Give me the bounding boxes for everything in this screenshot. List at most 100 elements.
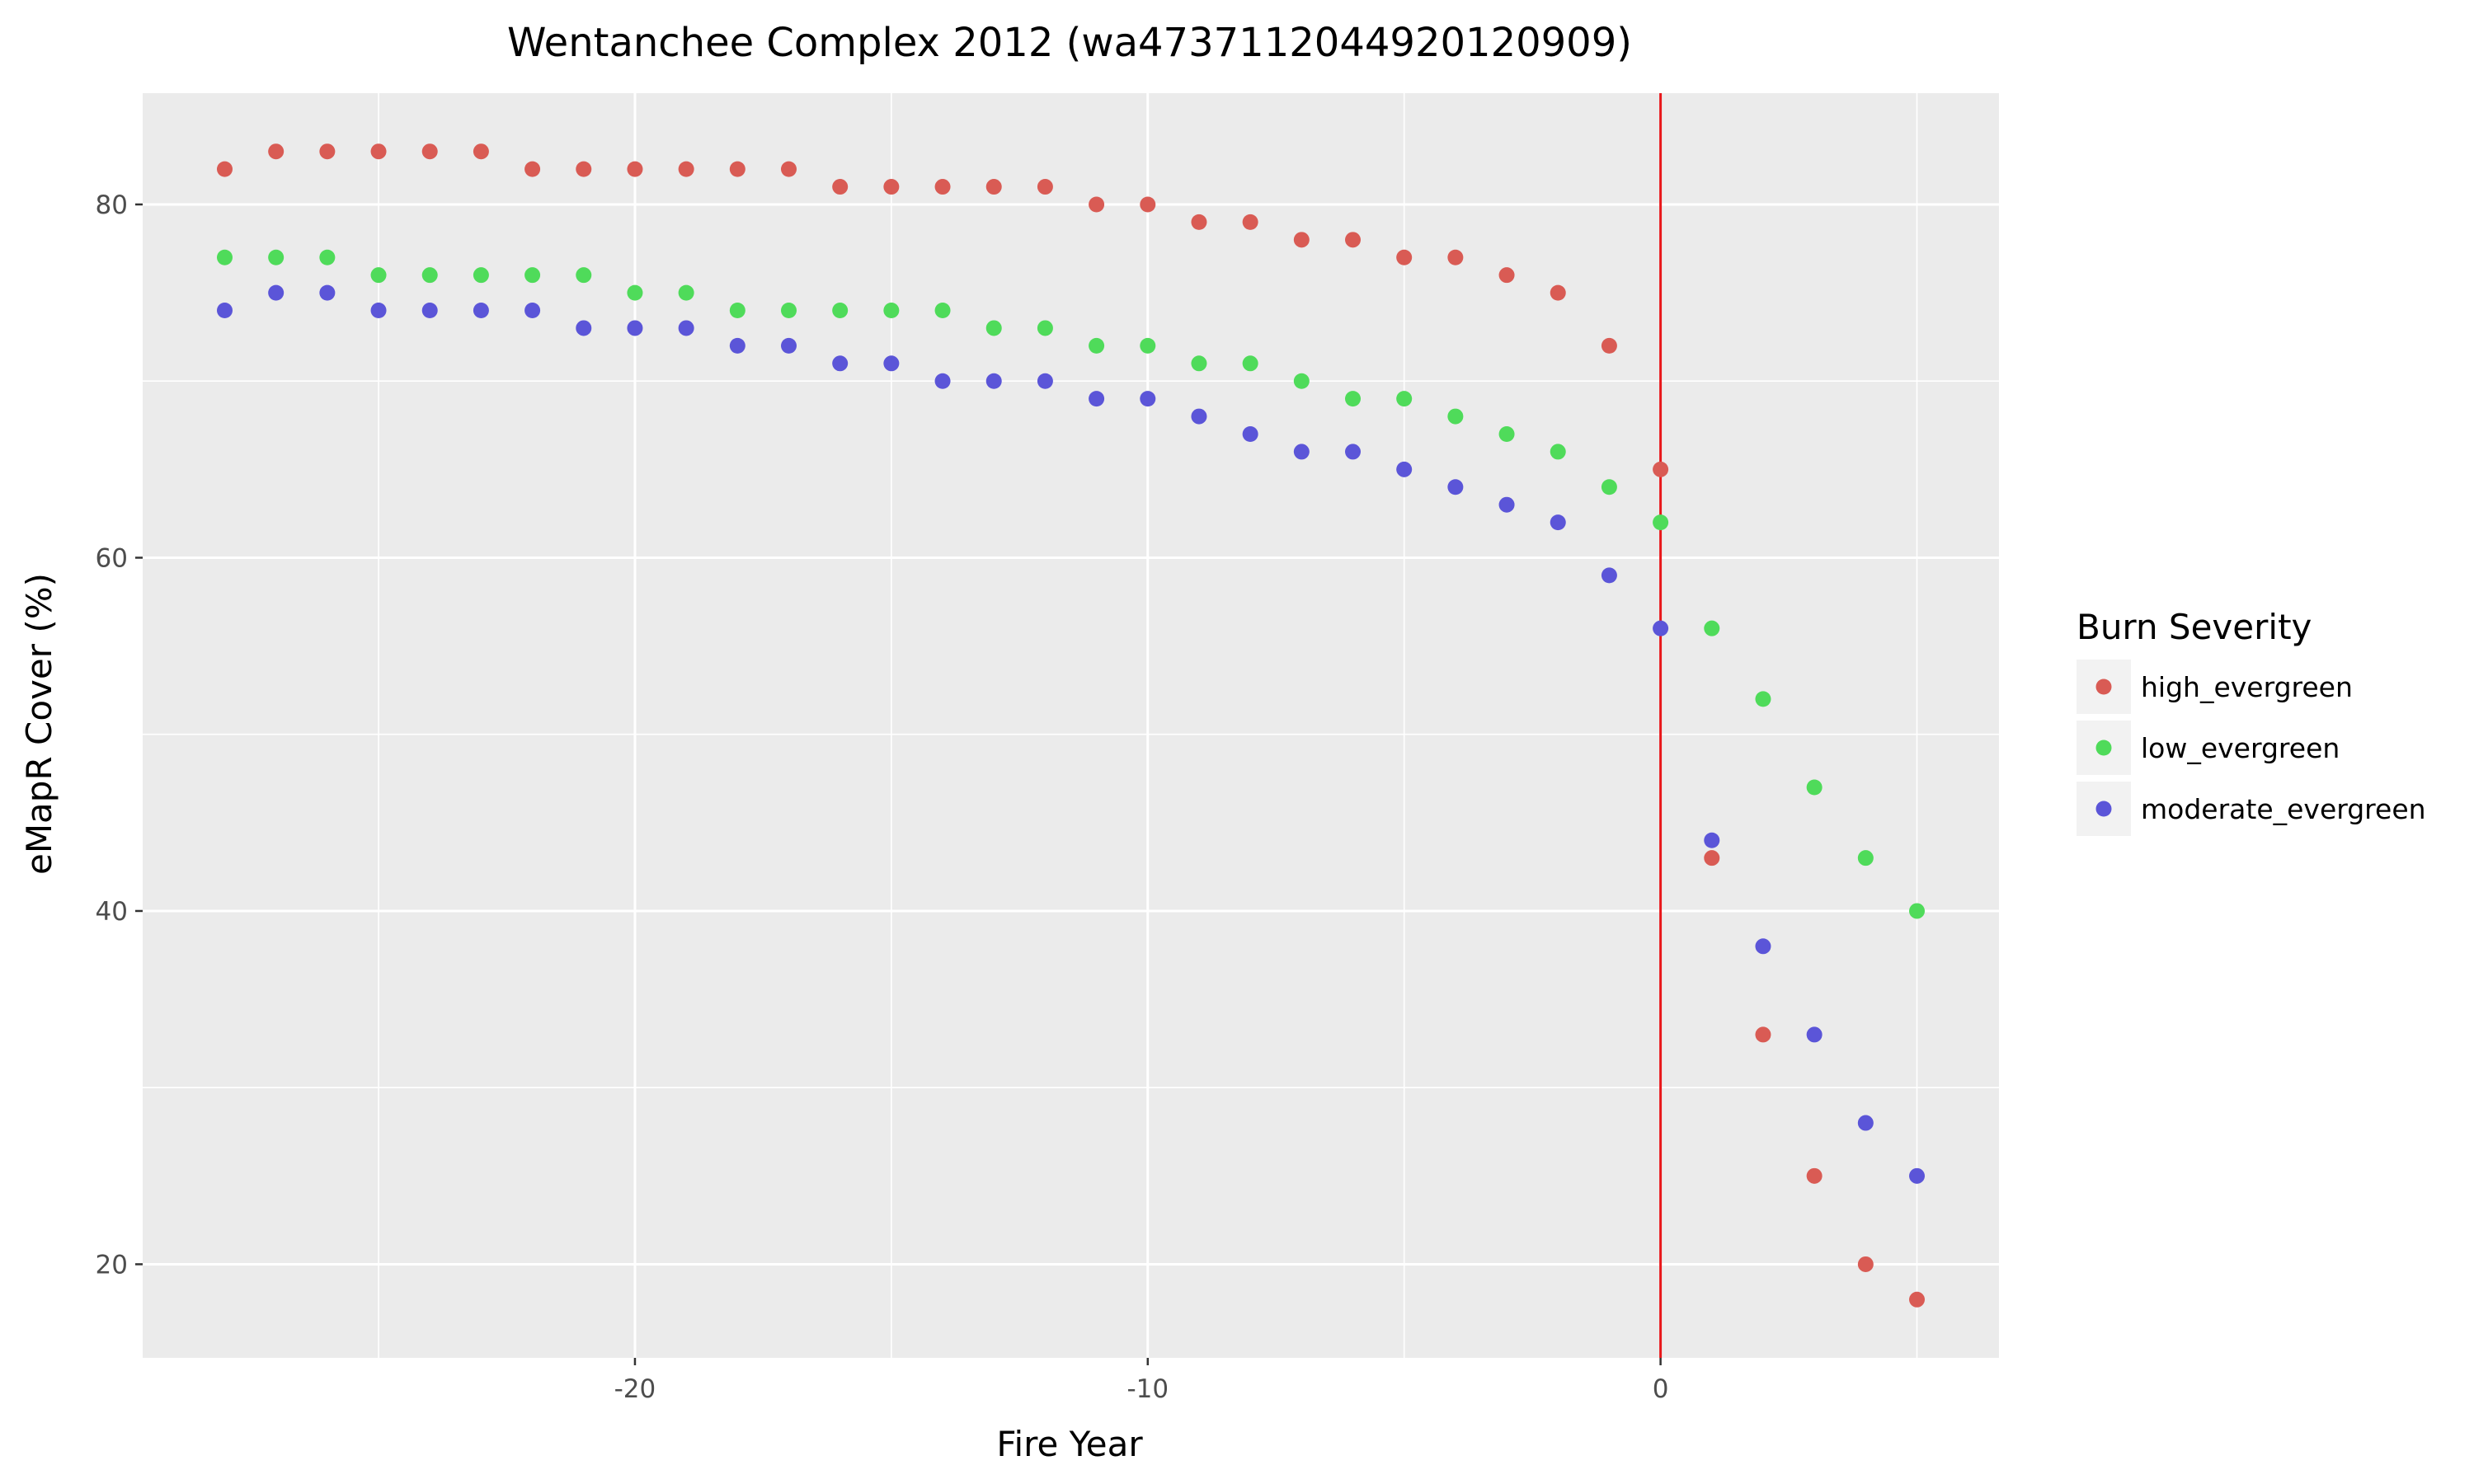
- data-point-low-evergreen: [627, 284, 643, 301]
- data-point-low-evergreen: [1396, 391, 1413, 407]
- data-point-moderate-evergreen: [780, 337, 797, 354]
- data-point-low-evergreen: [729, 303, 745, 319]
- data-point-low-evergreen: [934, 303, 951, 319]
- data-point-high-evergreen: [1806, 1167, 1823, 1184]
- data-point-low-evergreen: [883, 303, 900, 319]
- data-point-moderate-evergreen: [1550, 514, 1566, 531]
- data-point-moderate-evergreen: [1909, 1167, 1926, 1184]
- data-point-moderate-evergreen: [1037, 373, 1053, 389]
- data-point-low-evergreen: [1191, 355, 1207, 372]
- data-point-low-evergreen: [1345, 391, 1362, 407]
- data-point-low-evergreen: [1447, 408, 1464, 425]
- data-point-high-evergreen: [1396, 249, 1413, 265]
- data-point-low-evergreen: [1550, 444, 1566, 460]
- data-point-moderate-evergreen: [1653, 620, 1669, 636]
- data-point-high-evergreen: [1447, 249, 1464, 265]
- data-point-high-evergreen: [627, 161, 643, 177]
- y-axis-ticks: 20 40 60 80: [96, 190, 143, 1280]
- chart-title: Wentanchee Complex 2012 (wa4737112044920…: [507, 20, 1632, 66]
- data-point-moderate-evergreen: [1396, 461, 1413, 477]
- data-point-low-evergreen: [1755, 691, 1771, 707]
- data-point-moderate-evergreen: [421, 303, 438, 319]
- data-point-moderate-evergreen: [473, 303, 489, 319]
- data-point-high-evergreen: [934, 179, 951, 195]
- data-point-low-evergreen: [1653, 514, 1669, 531]
- data-points: [216, 143, 1926, 1308]
- data-point-low-evergreen: [1806, 779, 1823, 796]
- data-point-high-evergreen: [1755, 1026, 1771, 1043]
- data-point-moderate-evergreen: [268, 284, 285, 301]
- data-point-low-evergreen: [832, 303, 849, 319]
- data-point-moderate-evergreen: [1447, 479, 1464, 495]
- data-point-high-evergreen: [319, 143, 336, 160]
- data-point-high-evergreen: [883, 179, 900, 195]
- data-point-low-evergreen: [1037, 320, 1053, 336]
- data-point-moderate-evergreen: [729, 337, 745, 354]
- data-point-moderate-evergreen: [1242, 425, 1258, 442]
- data-point-low-evergreen: [576, 267, 592, 284]
- data-point-low-evergreen: [268, 249, 285, 265]
- legend-key-moderate-evergreen: [2095, 801, 2112, 817]
- data-point-high-evergreen: [678, 161, 694, 177]
- data-point-high-evergreen: [473, 143, 489, 160]
- data-point-low-evergreen: [678, 284, 694, 301]
- data-point-high-evergreen: [780, 161, 797, 177]
- y-tick-label: 60: [96, 543, 128, 573]
- data-point-low-evergreen: [1704, 620, 1720, 636]
- data-point-high-evergreen: [1498, 267, 1515, 284]
- data-point-high-evergreen: [1140, 196, 1156, 213]
- x-tick-label: -20: [614, 1374, 656, 1404]
- data-point-high-evergreen: [1704, 850, 1720, 866]
- x-axis-ticks: -20 -10 0: [614, 1358, 1669, 1404]
- data-point-moderate-evergreen: [319, 284, 336, 301]
- legend-label: high_evergreen: [2141, 671, 2353, 703]
- data-point-low-evergreen: [1601, 479, 1617, 495]
- data-point-moderate-evergreen: [1857, 1115, 1874, 1131]
- data-point-high-evergreen: [1653, 461, 1669, 477]
- data-point-low-evergreen: [985, 320, 1002, 336]
- data-point-high-evergreen: [268, 143, 285, 160]
- y-tick-label: 80: [96, 190, 128, 220]
- data-point-high-evergreen: [832, 179, 849, 195]
- data-point-high-evergreen: [1909, 1291, 1926, 1308]
- data-point-low-evergreen: [1140, 337, 1156, 354]
- data-point-moderate-evergreen: [576, 320, 592, 336]
- data-point-low-evergreen: [1857, 850, 1874, 866]
- legend-title: Burn Severity: [2077, 607, 2312, 647]
- data-point-high-evergreen: [729, 161, 745, 177]
- data-point-high-evergreen: [1293, 232, 1310, 248]
- data-point-moderate-evergreen: [883, 355, 900, 372]
- data-point-low-evergreen: [1293, 373, 1310, 389]
- legend-label: moderate_evergreen: [2141, 793, 2426, 825]
- data-point-moderate-evergreen: [627, 320, 643, 336]
- legend: Burn Severity high_evergreen low_evergree…: [2077, 607, 2426, 836]
- legend-label: low_evergreen: [2141, 732, 2340, 764]
- plot-panel: [143, 93, 1999, 1358]
- data-point-low-evergreen: [319, 249, 336, 265]
- data-point-moderate-evergreen: [1089, 391, 1105, 407]
- data-point-high-evergreen: [216, 161, 233, 177]
- data-point-high-evergreen: [985, 179, 1002, 195]
- data-point-low-evergreen: [524, 267, 541, 284]
- x-axis-title: Fire Year: [996, 1424, 1143, 1464]
- data-point-high-evergreen: [1037, 179, 1053, 195]
- data-point-moderate-evergreen: [1140, 391, 1156, 407]
- data-point-high-evergreen: [524, 161, 541, 177]
- data-point-high-evergreen: [1089, 196, 1105, 213]
- data-point-low-evergreen: [421, 267, 438, 284]
- data-point-low-evergreen: [1498, 425, 1515, 442]
- data-point-high-evergreen: [1242, 214, 1258, 230]
- data-point-high-evergreen: [1857, 1256, 1874, 1272]
- data-point-moderate-evergreen: [1498, 496, 1515, 513]
- data-point-moderate-evergreen: [934, 373, 951, 389]
- legend-items: high_evergreen low_evergreen moderate_ever…: [2077, 660, 2426, 836]
- data-point-moderate-evergreen: [1191, 408, 1207, 425]
- data-point-low-evergreen: [370, 267, 387, 284]
- data-point-low-evergreen: [216, 249, 233, 265]
- x-tick-label: -10: [1126, 1374, 1169, 1404]
- data-point-moderate-evergreen: [1806, 1026, 1823, 1043]
- data-point-low-evergreen: [1089, 337, 1105, 354]
- x-tick-label: 0: [1653, 1374, 1669, 1404]
- y-axis-title: eMapR Cover (%): [19, 573, 59, 875]
- y-tick-label: 20: [96, 1250, 128, 1280]
